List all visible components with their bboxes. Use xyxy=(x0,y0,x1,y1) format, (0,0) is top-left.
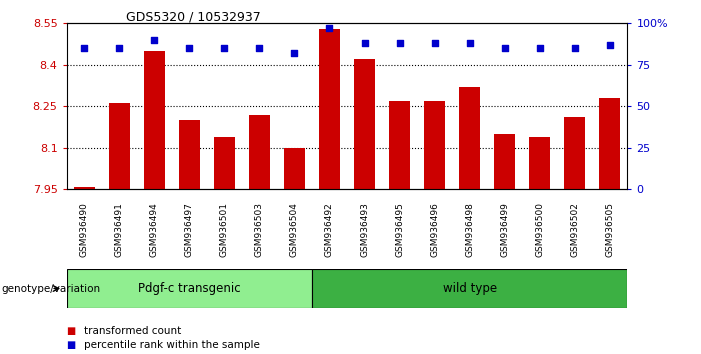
Text: GSM936497: GSM936497 xyxy=(185,202,193,257)
Text: GSM936503: GSM936503 xyxy=(255,202,264,257)
Text: GSM936501: GSM936501 xyxy=(220,202,229,257)
Text: GSM936496: GSM936496 xyxy=(430,202,439,257)
Point xyxy=(289,50,300,56)
Text: GDS5320 / 10532937: GDS5320 / 10532937 xyxy=(126,11,261,24)
Bar xyxy=(564,117,585,189)
Bar xyxy=(214,137,235,189)
Point xyxy=(499,45,510,51)
Point xyxy=(569,45,580,51)
Point xyxy=(184,45,195,51)
Point xyxy=(604,42,615,47)
Bar xyxy=(312,269,627,308)
Point xyxy=(114,45,125,51)
Text: GSM936502: GSM936502 xyxy=(571,202,579,257)
Point xyxy=(149,37,160,42)
Bar xyxy=(319,29,340,189)
Bar xyxy=(249,114,270,189)
Point xyxy=(79,45,90,51)
Bar xyxy=(74,187,95,189)
Text: GSM936493: GSM936493 xyxy=(360,202,369,257)
Bar xyxy=(179,120,200,189)
Text: GSM936504: GSM936504 xyxy=(290,202,299,257)
Bar xyxy=(67,269,312,308)
Point xyxy=(254,45,265,51)
Point xyxy=(464,40,475,46)
Bar xyxy=(424,101,445,189)
Bar xyxy=(459,87,480,189)
Text: GSM936500: GSM936500 xyxy=(536,202,544,257)
Text: GSM936491: GSM936491 xyxy=(115,202,123,257)
Bar xyxy=(284,148,305,189)
Point xyxy=(324,25,335,31)
Point xyxy=(429,40,440,46)
Text: GSM936498: GSM936498 xyxy=(465,202,474,257)
Text: GSM936492: GSM936492 xyxy=(325,202,334,257)
Text: GSM936495: GSM936495 xyxy=(395,202,404,257)
Text: percentile rank within the sample: percentile rank within the sample xyxy=(84,340,260,350)
Bar xyxy=(144,51,165,189)
Point xyxy=(359,40,370,46)
Text: wild type: wild type xyxy=(442,282,497,295)
Text: GSM936490: GSM936490 xyxy=(80,202,88,257)
Bar xyxy=(599,98,620,189)
Text: ■: ■ xyxy=(67,340,76,350)
Point xyxy=(394,40,405,46)
Text: GSM936494: GSM936494 xyxy=(150,202,158,257)
Bar xyxy=(389,101,410,189)
Bar xyxy=(494,134,515,189)
Bar xyxy=(109,103,130,189)
Text: Pdgf-c transgenic: Pdgf-c transgenic xyxy=(138,282,240,295)
Bar xyxy=(529,137,550,189)
Text: genotype/variation: genotype/variation xyxy=(1,284,100,293)
Text: GSM936505: GSM936505 xyxy=(606,202,614,257)
Bar xyxy=(354,59,375,189)
Text: GSM936499: GSM936499 xyxy=(501,202,509,257)
Point xyxy=(534,45,545,51)
Text: transformed count: transformed count xyxy=(84,326,182,336)
Text: ■: ■ xyxy=(67,326,76,336)
Point xyxy=(219,45,230,51)
